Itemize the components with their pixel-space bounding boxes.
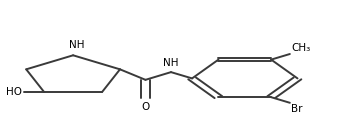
Text: Br: Br [291,104,303,114]
Text: NH: NH [69,40,84,50]
Text: O: O [141,102,150,112]
Text: HO: HO [6,87,22,97]
Text: CH₃: CH₃ [291,43,310,53]
Text: NH: NH [163,58,178,68]
